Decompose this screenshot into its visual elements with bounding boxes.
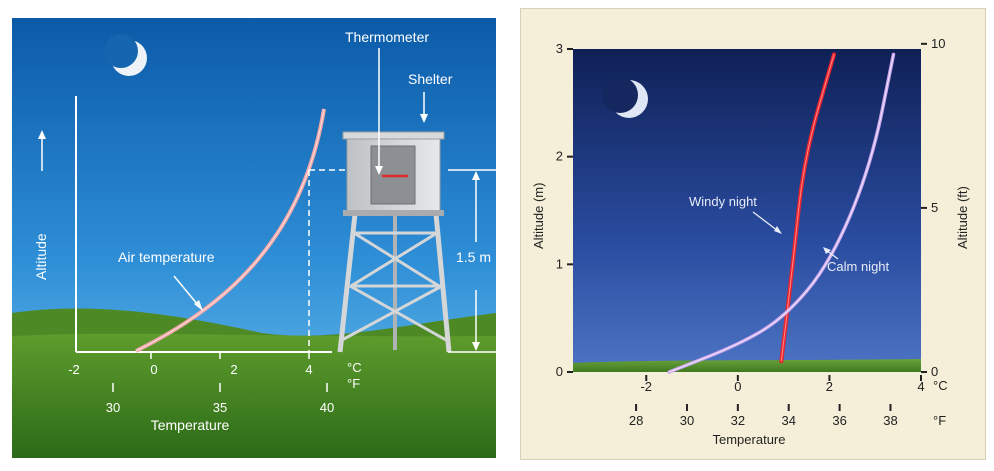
celsius-tick: 0 <box>150 362 157 377</box>
height-label: 1.5 m <box>456 249 491 265</box>
fahrenheit-unit: °F <box>933 413 946 428</box>
fahrenheit-tick-label: 30 <box>680 413 694 428</box>
y-left-label: Altitude (m) <box>531 183 546 249</box>
windy-night-label: Windy night <box>689 194 757 209</box>
celsius-unit: °C <box>933 378 948 393</box>
celsius-tick: 4 <box>305 362 312 377</box>
celsius-tick-label: 2 <box>826 379 833 394</box>
celsius-tick: -2 <box>68 362 80 377</box>
calm-night-label: Calm night <box>827 259 890 274</box>
moon-icon <box>602 77 648 118</box>
shelter-diagram: Altitude -2 0 2 4 30 35 40 Temperature °… <box>12 18 496 458</box>
fahrenheit-tick-label: 36 <box>832 413 846 428</box>
calm-night-line-highlight <box>669 54 894 373</box>
windy-night-line-highlight <box>780 54 835 362</box>
fahrenheit-tick-label: 38 <box>883 413 897 428</box>
ft-tick-label: 5 <box>931 200 938 215</box>
shelter-label: Shelter <box>408 71 453 87</box>
thermometer-label: Thermometer <box>345 29 429 45</box>
moon-icon <box>104 34 147 76</box>
m-tick-label: 1 <box>556 256 563 271</box>
fahrenheit-tick-label: 32 <box>731 413 745 428</box>
altitude-label: Altitude <box>33 233 49 280</box>
m-tick-label: 2 <box>556 149 563 164</box>
temperature-label: Temperature <box>151 417 230 433</box>
ft-tick-label: 10 <box>931 36 945 51</box>
celsius-unit: °C <box>347 360 362 375</box>
celsius-tick: 2 <box>230 362 237 377</box>
ft-tick-label: 0 <box>931 364 938 379</box>
celsius-tick-label: -2 <box>640 379 652 394</box>
altitude-chart-panel: 0 1 2 3 0 5 10 -2 0 2 4 28 30 32 34 36 38 Windy night Ca… <box>520 8 986 460</box>
fahrenheit-tick: 40 <box>320 400 334 415</box>
shelter-stand <box>337 213 452 353</box>
m-tick-label: 0 <box>556 364 563 379</box>
air-temperature-label: Air temperature <box>118 249 215 265</box>
fahrenheit-tick: 30 <box>106 400 120 415</box>
shelter-box <box>342 131 445 216</box>
m-tick-label: 3 <box>556 41 563 56</box>
fahrenheit-tick: 35 <box>213 400 227 415</box>
y-right-label: Altitude (ft) <box>955 186 970 249</box>
celsius-tick-label: 0 <box>734 379 741 394</box>
temperature-label: Temperature <box>713 432 786 447</box>
fahrenheit-tick-label: 28 <box>629 413 643 428</box>
fahrenheit-unit: °F <box>347 376 360 391</box>
celsius-tick-label: 4 <box>917 379 924 394</box>
fahrenheit-tick-label: 34 <box>781 413 795 428</box>
